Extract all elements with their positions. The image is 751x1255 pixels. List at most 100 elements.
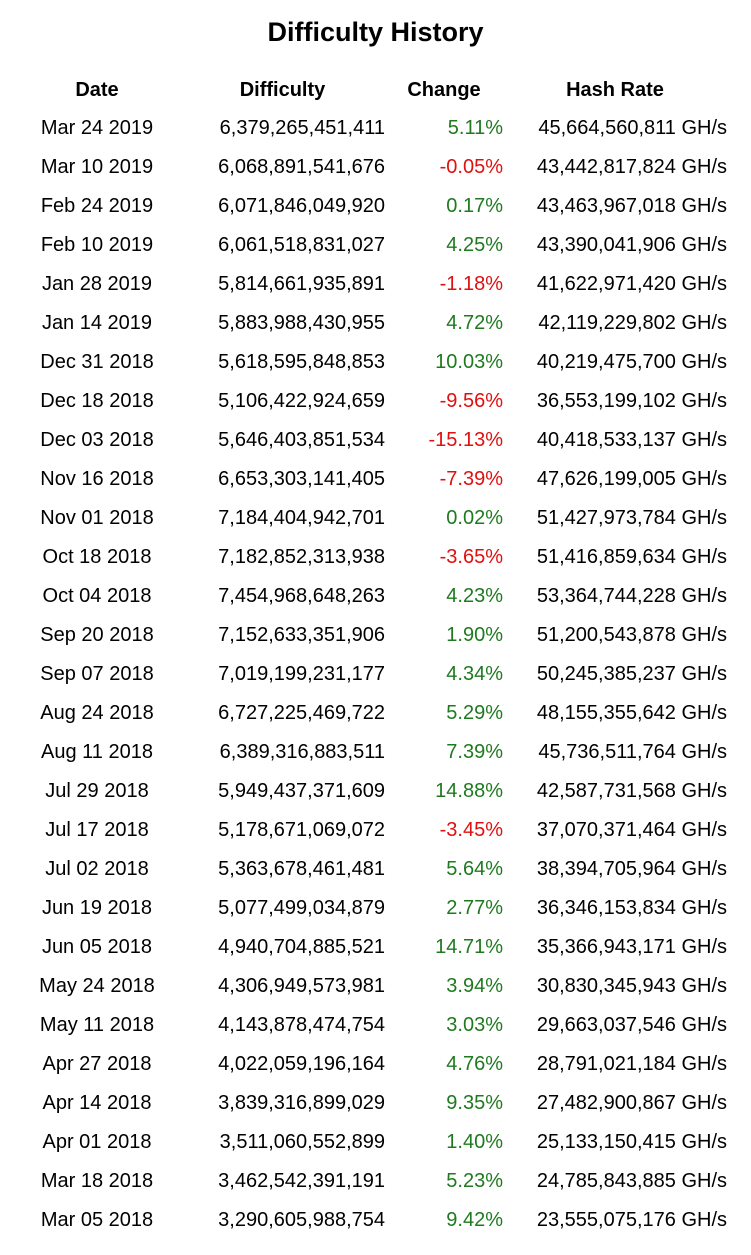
date-cell: Mar 24 2019 [40, 117, 154, 139]
change-cell: -1.18% [439, 273, 503, 295]
change-cell: 2.77% [446, 897, 503, 919]
change-cell: 14.88% [435, 780, 503, 802]
difficulty-cell: 6,653,303,141,405 [218, 468, 385, 490]
column-header-hash-rate: Hash Rate [566, 78, 664, 101]
date-cell: Apr 01 2018 [42, 1131, 152, 1153]
difficulty-cell: 7,454,968,648,263 [218, 585, 385, 607]
hash-rate-cell: 51,416,859,634 GH/s [536, 546, 727, 568]
date-cell: Nov 16 2018 [40, 468, 154, 490]
hash-rate-cell: 35,366,943,171 GH/s [536, 936, 727, 958]
hash-rate-cell: 48,155,355,642 GH/s [536, 702, 727, 724]
table-row: Dec 31 2018 5,618,595,848,853 10.03% 40,219… [14, 343, 727, 382]
difficulty-cell: 5,814,661,935,891 [218, 273, 385, 295]
change-cell: 3.03% [446, 1014, 503, 1036]
table-header: Date Difficulty Change Hash Rate [14, 71, 727, 109]
table-row: Jan 28 2019 5,814,661,935,891 -1.18% 41,622… [14, 265, 727, 304]
difficulty-cell: 7,152,633,351,906 [218, 624, 385, 646]
date-cell: Oct 18 2018 [42, 546, 152, 568]
difficulty-cell: 6,071,846,049,920 [218, 195, 385, 217]
difficulty-cell: 3,511,060,552,899 [219, 1131, 385, 1153]
date-cell: Mar 10 2019 [40, 156, 154, 178]
hash-rate-cell: 45,736,511,764 GH/s [538, 741, 727, 763]
difficulty-cell: 5,883,988,430,955 [218, 312, 385, 334]
hash-rate-cell: 27,482,900,867 GH/s [536, 1092, 727, 1114]
date-cell: Dec 18 2018 [40, 390, 154, 412]
change-cell: 4.23% [446, 585, 503, 607]
hash-rate-cell: 42,119,229,802 GH/s [538, 312, 727, 334]
hash-rate-cell: 43,390,041,906 GH/s [536, 234, 727, 256]
hash-rate-cell: 45,664,560,811 GH/s [538, 117, 727, 139]
hash-rate-cell: 30,830,345,943 GH/s [536, 975, 727, 997]
change-cell: 14.71% [435, 936, 503, 958]
difficulty-cell: 7,184,404,942,701 [218, 507, 385, 529]
table-row: Jul 17 2018 5,178,671,069,072 -3.45% 37,070… [14, 811, 727, 850]
hash-rate-cell: 23,555,075,176 GH/s [536, 1209, 727, 1231]
date-cell: Aug 24 2018 [40, 702, 154, 724]
difficulty-cell: 3,290,605,988,754 [218, 1209, 385, 1231]
table-row: Mar 24 2019 6,379,265,451,411 5.11% 45,664,… [14, 109, 727, 148]
column-header-date: Date [75, 78, 119, 101]
change-cell: 5.11% [447, 117, 503, 139]
difficulty-cell: 4,940,704,885,521 [218, 936, 385, 958]
table-row: Sep 20 2018 7,152,633,351,906 1.90% 51,200,… [14, 616, 727, 655]
date-cell: Apr 27 2018 [42, 1053, 152, 1075]
date-cell: Jul 29 2018 [45, 780, 149, 802]
table-row: May 11 2018 4,143,878,474,754 3.03% 29,663,… [14, 1006, 727, 1045]
change-cell: 5.64% [446, 858, 503, 880]
table-row: Jan 14 2019 5,883,988,430,955 4.72% 42,119,… [14, 304, 727, 343]
change-cell: 9.35% [446, 1092, 503, 1114]
date-cell: Nov 01 2018 [40, 507, 154, 529]
hash-rate-cell: 53,364,744,228 GH/s [536, 585, 727, 607]
change-cell: 5.29% [446, 702, 503, 724]
change-cell: 4.76% [446, 1053, 503, 1075]
hash-rate-cell: 42,587,731,568 GH/s [536, 780, 727, 802]
hash-rate-cell: 47,626,199,005 GH/s [536, 468, 727, 490]
date-cell: May 24 2018 [39, 975, 155, 997]
date-cell: Jan 14 2019 [41, 312, 153, 334]
table-body: Mar 24 2019 6,379,265,451,411 5.11% 45,664,… [14, 109, 727, 1240]
table-row: Mar 18 2018 3,462,542,391,191 5.23% 24,785,… [14, 1162, 727, 1201]
table-row: Jun 19 2018 5,077,499,034,879 2.77% 36,346,… [14, 889, 727, 928]
difficulty-cell: 7,019,199,231,177 [218, 663, 385, 685]
date-cell: Mar 05 2018 [40, 1209, 154, 1231]
page-title: Difficulty History [267, 17, 484, 47]
table-row: Apr 27 2018 4,022,059,196,164 4.76% 28,791,… [14, 1045, 728, 1084]
date-cell: Aug 11 2018 [41, 741, 153, 763]
difficulty-cell: 5,077,499,034,879 [218, 897, 385, 919]
difficulty-cell: 6,379,265,451,411 [219, 117, 385, 139]
date-cell: Feb 24 2019 [40, 195, 154, 217]
difficulty-cell: 5,618,595,848,853 [218, 351, 385, 373]
table-row: Mar 05 2018 3,290,605,988,754 9.42% 23,555,… [14, 1201, 727, 1240]
column-header-difficulty: Difficulty [239, 78, 326, 101]
table-row: Sep 07 2018 7,019,199,231,177 4.34% 50,245,… [14, 655, 727, 694]
difficulty-cell: 4,306,949,573,981 [218, 975, 385, 997]
date-cell: Dec 03 2018 [40, 429, 154, 451]
hash-rate-cell: 51,200,543,878 GH/s [536, 624, 727, 646]
hash-rate-cell: 37,070,371,464 GH/s [536, 819, 727, 841]
table-row: Oct 18 2018 7,182,852,313,938 -3.65% 51,416… [14, 538, 727, 577]
change-cell: -9.56% [439, 390, 503, 412]
date-cell: Jun 05 2018 [41, 936, 153, 958]
table-row: Nov 16 2018 6,653,303,141,405 -7.39% 47,626… [14, 460, 727, 499]
table-row: Apr 14 2018 3,839,316,899,029 9.35% 27,482,… [14, 1084, 728, 1123]
difficulty-cell: 4,022,059,196,164 [218, 1053, 385, 1075]
table-row: Nov 01 2018 7,184,404,942,701 0.02% 51,427,… [14, 499, 727, 538]
table-row: Feb 10 2019 6,061,518,831,027 4.25% 43,390,… [14, 226, 727, 265]
change-cell: 1.40% [446, 1131, 503, 1153]
date-cell: Apr 14 2018 [42, 1092, 152, 1114]
difficulty-cell: 6,727,225,469,722 [218, 702, 385, 724]
change-cell: 1.90% [446, 624, 503, 646]
difficulty-cell: 5,646,403,851,534 [218, 429, 385, 451]
hash-rate-cell: 43,442,817,824 GH/s [536, 156, 727, 178]
hash-rate-cell: 50,245,385,237 GH/s [536, 663, 727, 685]
hash-rate-cell: 25,133,150,415 GH/s [536, 1131, 727, 1153]
hash-rate-cell: 40,219,475,700 GH/s [536, 351, 727, 373]
date-cell: Sep 07 2018 [40, 663, 154, 685]
hash-rate-cell: 40,418,533,137 GH/s [536, 429, 727, 451]
hash-rate-cell: 51,427,973,784 GH/s [536, 507, 727, 529]
change-cell: 7.39% [446, 741, 503, 763]
table-row: Apr 01 2018 3,511,060,552,899 1.40% 25,133,… [14, 1123, 728, 1162]
change-cell: 4.34% [446, 663, 503, 685]
difficulty-cell: 3,839,316,899,029 [218, 1092, 385, 1114]
